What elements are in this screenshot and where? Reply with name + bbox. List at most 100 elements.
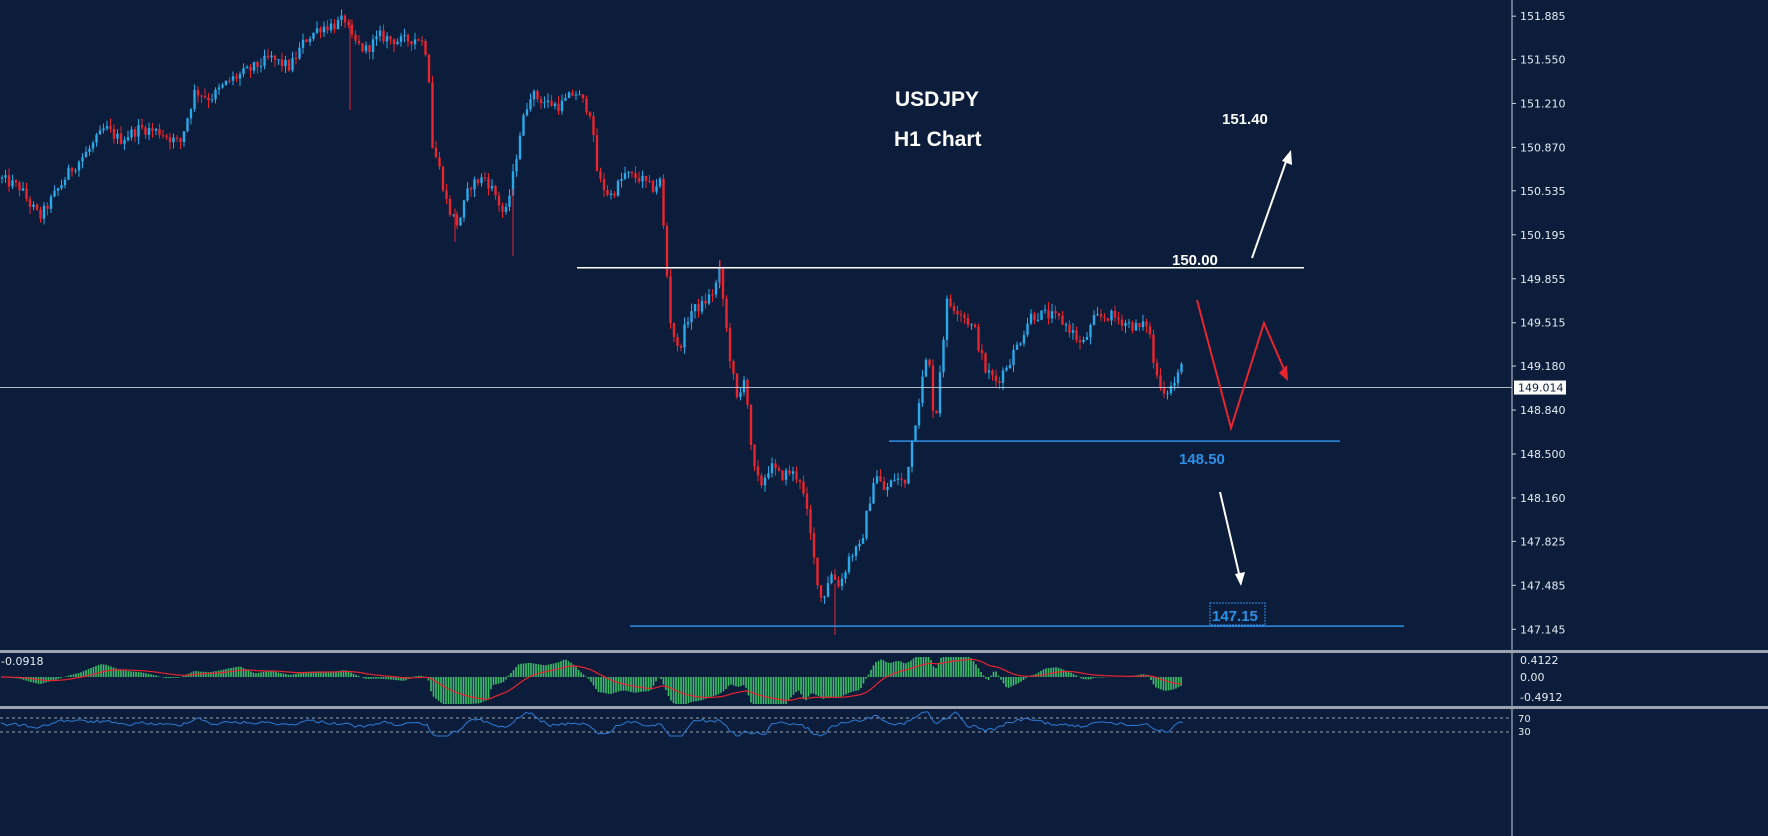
candle-body	[441, 166, 445, 191]
candle-body	[879, 476, 882, 482]
candle-body	[602, 179, 606, 190]
candle-body	[546, 100, 550, 103]
candle-body	[1124, 322, 1127, 326]
candle-body	[245, 66, 249, 69]
candle-body	[501, 205, 504, 212]
candle-body	[770, 463, 774, 474]
price-tick-label: 148.160	[1520, 492, 1566, 505]
candle-body	[1071, 330, 1075, 333]
candle-body	[714, 282, 718, 295]
candle-body	[263, 55, 266, 66]
candle-body	[259, 65, 263, 67]
candle-body	[1043, 309, 1047, 311]
candle-body	[774, 463, 777, 469]
candle-body	[795, 471, 798, 480]
candle-body	[683, 324, 686, 348]
candle-body	[830, 574, 833, 584]
candle-body	[539, 99, 543, 104]
candle-body	[224, 80, 228, 85]
candle-body	[532, 90, 536, 100]
candle-body	[186, 118, 189, 132]
candle-body	[991, 370, 994, 376]
candle-body	[291, 57, 294, 71]
candle-body	[476, 179, 480, 184]
candle-body	[459, 217, 462, 226]
candle-body	[840, 578, 844, 587]
candle-body	[151, 128, 154, 131]
candle-body	[119, 133, 123, 144]
price-axis: 151.885 151.550 151.210 150.870 150.535 150.1…	[1511, 0, 1566, 836]
candle-body	[781, 470, 784, 480]
candle-body	[298, 47, 301, 59]
candle-body	[728, 328, 732, 362]
candle-body	[721, 267, 725, 299]
candle-body	[760, 475, 763, 486]
candle-body	[511, 171, 515, 196]
candle-body	[445, 190, 448, 199]
candle-body	[1082, 339, 1085, 343]
candle-body	[193, 89, 196, 110]
candle-body	[403, 34, 406, 37]
candle-body	[28, 198, 32, 207]
candle-body	[144, 127, 147, 135]
candle-body	[336, 19, 340, 30]
candle-body	[889, 480, 893, 487]
candle-body	[858, 543, 861, 547]
candle-body	[522, 115, 525, 136]
price-tick-label: 149.180	[1520, 360, 1566, 373]
price-tick-label: 151.885	[1520, 10, 1566, 23]
up-arrow-head	[1282, 150, 1292, 165]
candle-body	[599, 171, 602, 180]
candle-body	[1012, 349, 1015, 365]
candle-body	[189, 109, 193, 119]
candle-body	[676, 337, 679, 346]
candle-body	[424, 40, 427, 55]
candle-body	[704, 300, 707, 304]
candle-body	[735, 373, 739, 398]
candle-body	[399, 36, 403, 42]
candle-body	[623, 173, 627, 179]
candle-body	[343, 15, 347, 23]
candle-body	[413, 39, 417, 45]
candle-body	[84, 151, 88, 158]
candle-body	[231, 76, 235, 81]
candle-body	[277, 59, 280, 61]
candle-body	[280, 59, 284, 67]
rsi-tick-label: 30	[1518, 727, 1531, 738]
candle-body	[382, 30, 385, 42]
candle-body	[301, 39, 305, 48]
candle-body	[935, 410, 938, 414]
candle-body	[7, 175, 11, 187]
candle-body	[1155, 362, 1159, 376]
candle-body	[53, 190, 56, 197]
price-tick-label: 150.870	[1520, 141, 1566, 154]
candle-body	[812, 533, 816, 558]
candle-body	[998, 381, 1001, 383]
candle-body	[746, 379, 749, 405]
candle-body	[305, 39, 308, 43]
candle-body	[1001, 370, 1005, 383]
candle-body	[921, 376, 924, 403]
candle-body	[49, 196, 53, 209]
price-tick-label: 148.500	[1520, 448, 1566, 461]
macd-pane: -0.0918 0.4122 0.00 -0.4912	[0, 650, 1768, 704]
candle-body	[91, 142, 95, 149]
candle-body	[4, 175, 7, 178]
candle-body	[1026, 323, 1029, 335]
candle-body	[903, 479, 907, 484]
candle-body	[18, 182, 21, 191]
candle-body	[200, 95, 203, 97]
candle-body	[340, 15, 343, 20]
candle-body	[959, 314, 963, 316]
price-tick-label: 147.485	[1520, 579, 1566, 592]
candle-body	[448, 198, 452, 215]
candle-body	[1169, 385, 1173, 394]
macd-tick-label: -0.4912	[1520, 691, 1562, 704]
candle-body	[130, 129, 133, 138]
candle-body	[574, 94, 578, 96]
candle-body	[1131, 322, 1134, 331]
candle-body	[550, 100, 553, 106]
candle-body	[1078, 340, 1082, 343]
price-tick-label: 151.550	[1520, 54, 1566, 67]
